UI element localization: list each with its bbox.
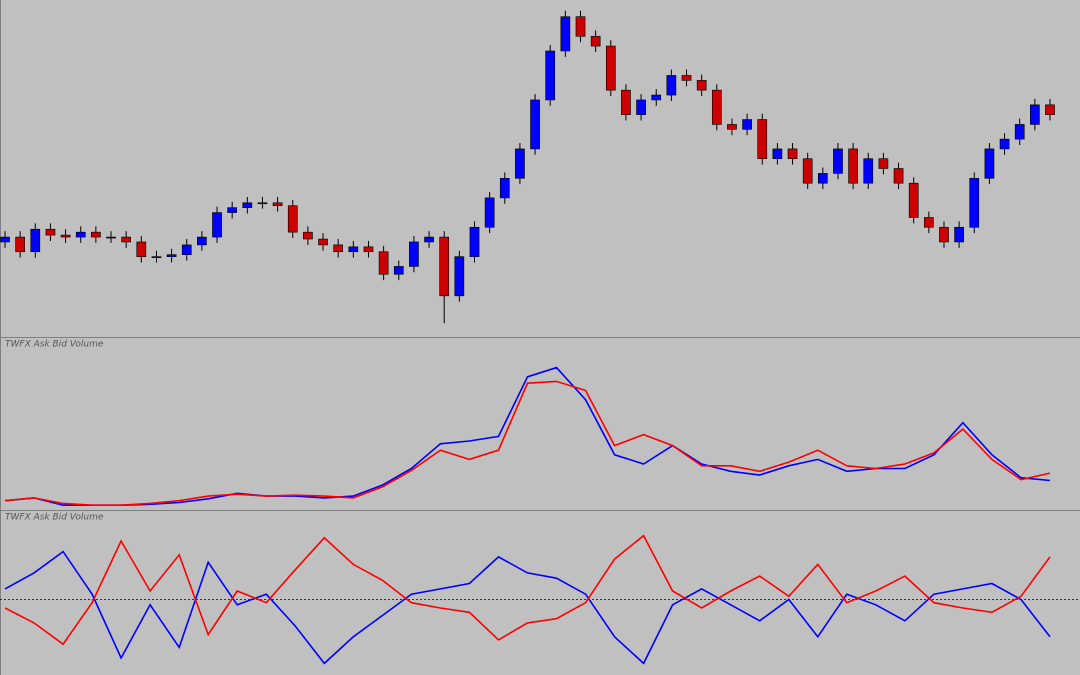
candle-body xyxy=(151,256,162,258)
candle-body xyxy=(303,231,313,240)
candle-body xyxy=(560,16,571,52)
candle-body xyxy=(45,228,56,236)
candle-body xyxy=(923,217,934,228)
candle-body xyxy=(272,202,283,207)
candle-body xyxy=(378,251,389,275)
candle-body xyxy=(287,205,298,233)
candle-body xyxy=(0,236,10,243)
candle-body xyxy=(1014,124,1025,140)
candle-body xyxy=(1045,104,1055,115)
candle-body xyxy=(121,236,132,243)
candle-body xyxy=(696,80,707,91)
candle-body xyxy=(742,119,752,130)
candle-body xyxy=(939,226,949,243)
candle-body xyxy=(469,226,480,257)
candle-body xyxy=(545,50,556,101)
candle-body xyxy=(727,124,737,130)
candle-body xyxy=(999,138,1010,150)
candle-body xyxy=(605,45,616,91)
candle-body xyxy=(711,89,722,125)
candle-body xyxy=(181,244,192,255)
candle-body xyxy=(590,35,601,47)
candle-body xyxy=(439,236,450,297)
candle-body xyxy=(666,75,677,96)
candle-body xyxy=(515,148,525,179)
candle-body xyxy=(893,168,904,184)
candle-body xyxy=(863,158,874,184)
candle-body xyxy=(908,182,919,218)
candle-body xyxy=(75,231,86,238)
candle-body xyxy=(787,148,798,160)
candle-body xyxy=(878,158,889,169)
series-line xyxy=(4,380,1051,506)
candle-body xyxy=(1030,104,1040,125)
candle-body xyxy=(348,246,359,253)
candle-body xyxy=(166,254,177,257)
candle-body xyxy=(969,177,980,228)
candle-body xyxy=(227,207,238,213)
candle-body xyxy=(106,236,116,239)
candle-body xyxy=(636,99,646,115)
candle-body xyxy=(197,236,207,246)
candle-body xyxy=(757,119,768,160)
candle-body xyxy=(833,148,843,174)
candle-body xyxy=(15,236,25,253)
series-line xyxy=(4,534,1051,646)
series-line xyxy=(4,366,1051,506)
candle-body xyxy=(393,266,404,275)
series-line xyxy=(4,550,1051,665)
candle-body xyxy=(817,173,828,184)
candle-body xyxy=(60,234,71,238)
candle-body xyxy=(318,238,328,246)
pane-title: TWFX Ask Bid Volume xyxy=(5,513,104,523)
pane-title: TWFX Ask Bid Volume xyxy=(5,340,104,350)
candle-body xyxy=(136,241,147,257)
candle-body xyxy=(424,236,434,243)
candle-body xyxy=(409,241,419,267)
candle-body xyxy=(954,226,964,243)
candle-body xyxy=(984,148,995,179)
candle-body xyxy=(242,202,253,208)
candle-body xyxy=(30,228,41,253)
candle-body xyxy=(91,231,101,238)
candle-body xyxy=(681,75,692,81)
candle-body xyxy=(530,99,540,150)
candle-body xyxy=(212,212,222,238)
candle-body xyxy=(848,148,858,184)
candle-body xyxy=(363,246,374,253)
candle-body xyxy=(499,177,510,199)
candle-body xyxy=(333,244,344,253)
candle-body xyxy=(651,94,662,101)
candle-body xyxy=(621,89,631,115)
candle-body xyxy=(454,256,465,297)
candle-body xyxy=(772,148,783,160)
candle-body xyxy=(802,158,813,184)
candle-body xyxy=(257,202,268,205)
candle-body xyxy=(575,16,586,37)
candle-body xyxy=(484,197,495,228)
